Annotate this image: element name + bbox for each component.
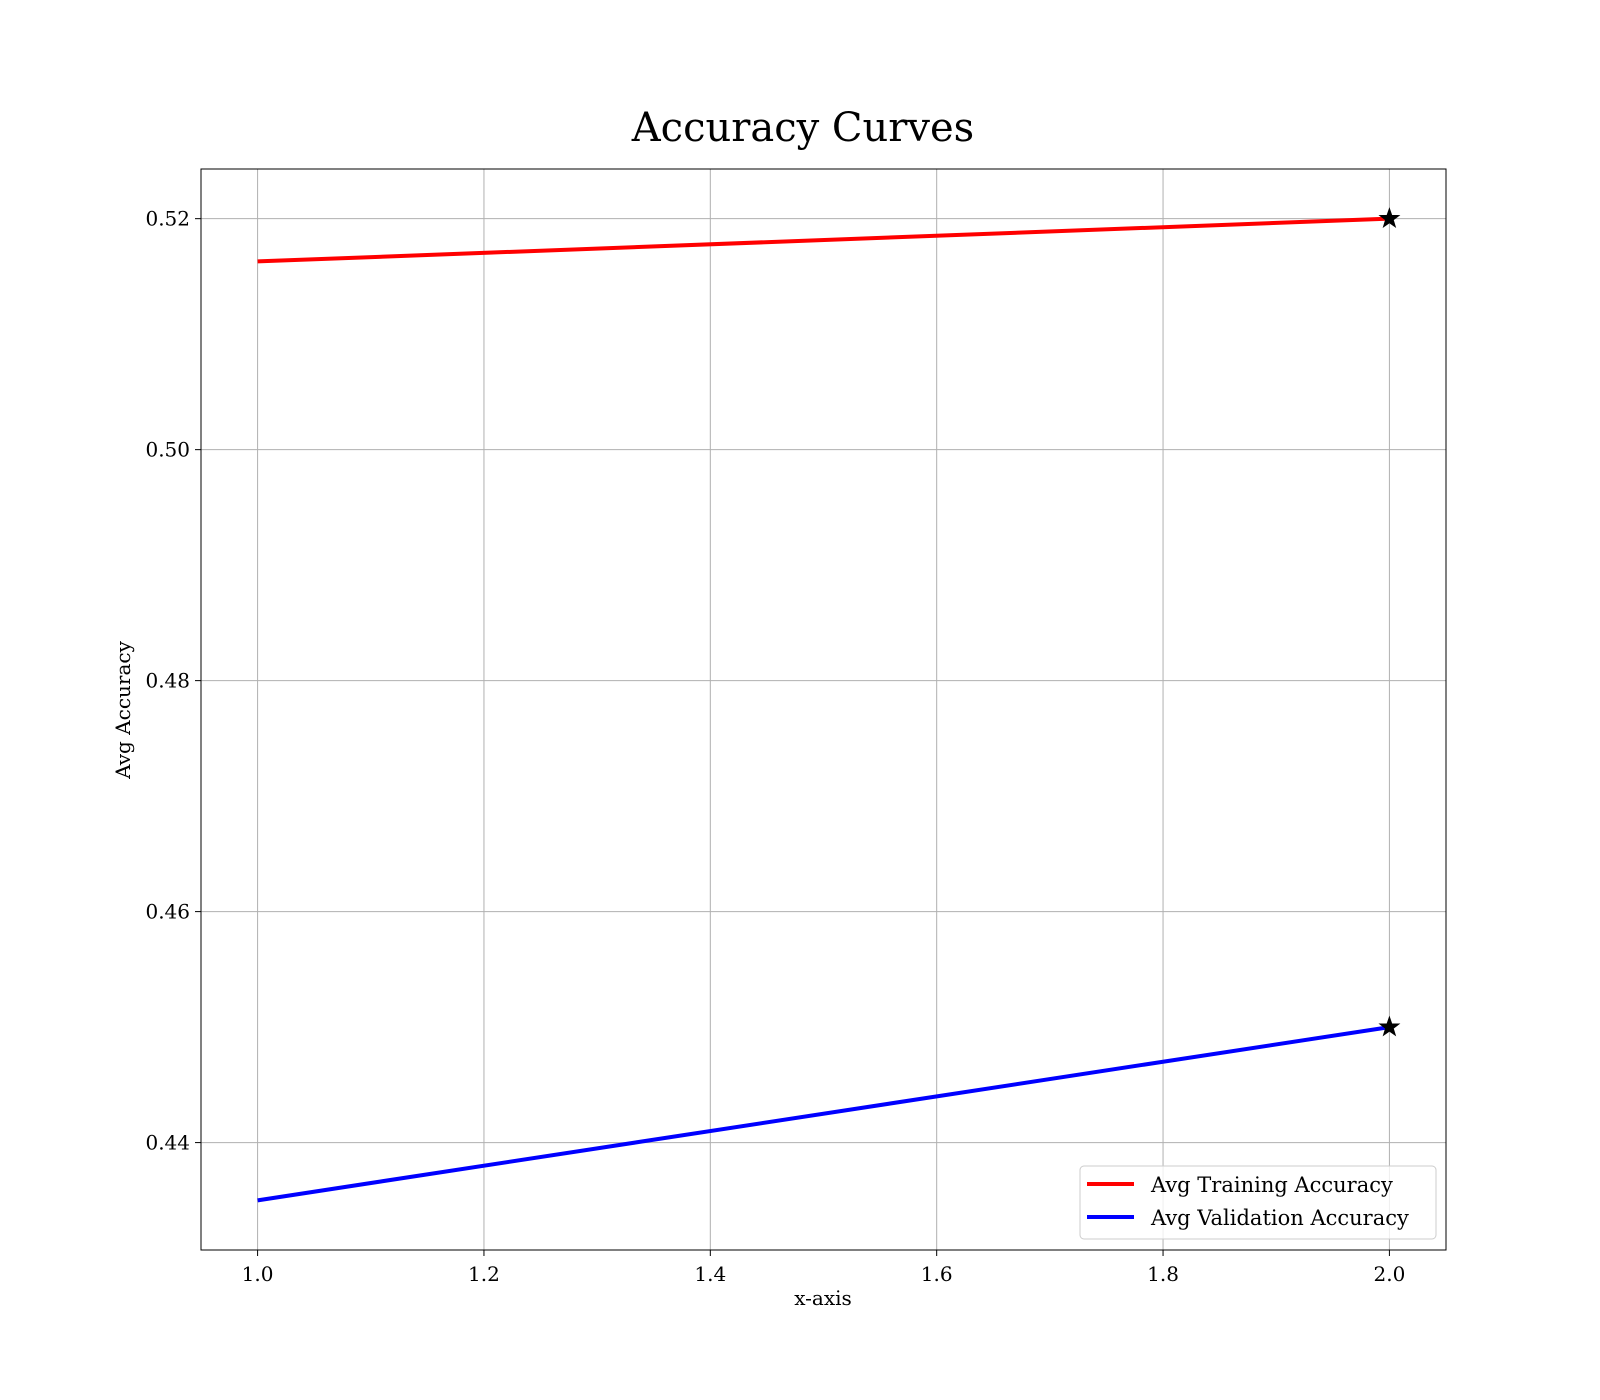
series-layer [257, 207, 1401, 1203]
x-tick-label: 1.6 [921, 1262, 953, 1286]
y-tick-label: 0.46 [145, 900, 190, 924]
series-marker-training [1378, 207, 1401, 228]
series-line-validation [257, 1025, 1390, 1203]
x-tick-label: 2.0 [1374, 1262, 1406, 1286]
grid [201, 169, 1446, 1250]
y-tick-label: 0.50 [145, 438, 190, 462]
y-tick-label: 0.52 [145, 207, 190, 231]
x-tick-label: 1.8 [1147, 1262, 1179, 1286]
x-tick-label: 1.4 [694, 1262, 726, 1286]
legend-label-training: Avg Training Accuracy [1150, 1173, 1393, 1197]
series-marker-validation [1378, 1015, 1401, 1037]
y-tick-label: 0.48 [145, 669, 190, 693]
chart-title: Accuracy Curves [631, 105, 974, 151]
plot-frame [200, 168, 1447, 1251]
x-axis: 1.0 1.2 1.4 1.6 1.8 2.0 [242, 1250, 1406, 1286]
y-axis-label: Avg Accuracy [111, 640, 135, 780]
y-tick-label: 0.44 [145, 1131, 190, 1155]
y-axis: 0.44 0.46 0.48 0.50 0.52 [145, 207, 201, 1155]
series-line-training [257, 216, 1390, 264]
legend: Avg Training Accuracy Avg Validation Acc… [1079, 1165, 1437, 1240]
x-axis-label: x-axis [794, 1286, 852, 1310]
legend-box [1079, 1165, 1437, 1240]
x-tick-label: 1.2 [468, 1262, 500, 1286]
x-tick-label: 1.0 [242, 1262, 274, 1286]
legend-label-validation: Avg Validation Accuracy [1150, 1206, 1409, 1230]
